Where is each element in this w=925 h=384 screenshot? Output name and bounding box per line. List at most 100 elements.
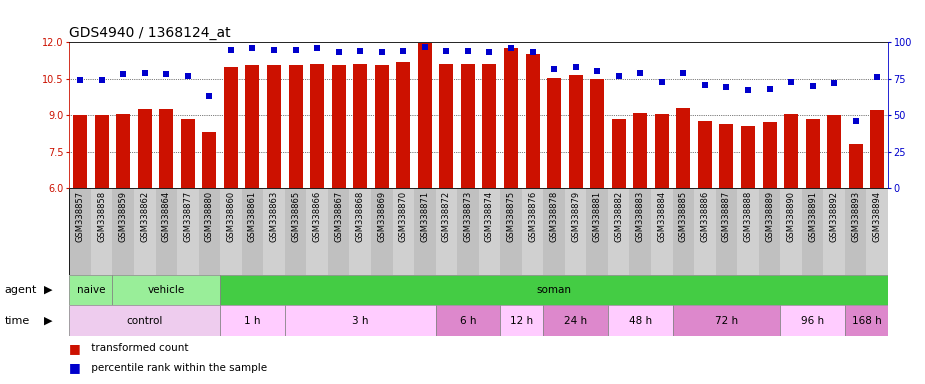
Bar: [181, 119, 195, 188]
Text: GSM338891: GSM338891: [808, 191, 817, 242]
Bar: [762, 122, 776, 188]
Bar: [802, 188, 823, 275]
Bar: [586, 188, 608, 275]
Bar: [220, 188, 241, 275]
Bar: [504, 48, 518, 188]
Text: GSM338877: GSM338877: [183, 191, 192, 242]
Bar: [203, 132, 216, 188]
Bar: [547, 78, 561, 188]
Bar: [199, 188, 220, 275]
Bar: [461, 64, 475, 188]
Bar: [630, 188, 651, 275]
Text: 72 h: 72 h: [715, 316, 738, 326]
Bar: [155, 188, 177, 275]
Bar: [439, 64, 453, 188]
Bar: [806, 119, 820, 188]
Bar: [758, 188, 781, 275]
Bar: [697, 121, 712, 188]
Bar: [655, 114, 669, 188]
Bar: [611, 119, 625, 188]
Text: soman: soman: [536, 285, 572, 295]
Point: [289, 46, 303, 53]
Bar: [327, 188, 350, 275]
Text: 48 h: 48 h: [629, 316, 652, 326]
Bar: [375, 65, 388, 188]
Text: GSM338867: GSM338867: [334, 191, 343, 242]
Point: [202, 93, 216, 99]
Text: 6 h: 6 h: [460, 316, 476, 326]
Text: 1 h: 1 h: [244, 316, 261, 326]
Point: [482, 50, 497, 56]
Point: [116, 71, 130, 78]
Text: ▶: ▶: [44, 316, 53, 326]
Bar: [245, 65, 260, 188]
Text: GSM338865: GSM338865: [291, 191, 300, 242]
Text: GSM338892: GSM338892: [830, 191, 839, 242]
Bar: [91, 188, 113, 275]
Text: GSM338864: GSM338864: [162, 191, 171, 242]
Bar: [827, 115, 841, 188]
Point: [848, 118, 863, 124]
Bar: [224, 66, 238, 188]
Text: GSM338858: GSM338858: [97, 191, 106, 242]
Bar: [138, 109, 152, 188]
Text: vehicle: vehicle: [148, 285, 185, 295]
Point: [180, 73, 195, 79]
Text: GSM338868: GSM338868: [356, 191, 364, 242]
Point: [266, 46, 281, 53]
Bar: [522, 188, 543, 275]
Bar: [267, 65, 281, 188]
Bar: [285, 188, 306, 275]
Text: GSM338875: GSM338875: [507, 191, 515, 242]
Text: GSM338880: GSM338880: [205, 191, 214, 242]
Point: [590, 68, 605, 74]
Bar: [69, 305, 220, 336]
Bar: [543, 305, 608, 336]
Bar: [716, 188, 737, 275]
Text: GSM338860: GSM338860: [227, 191, 236, 242]
Bar: [113, 275, 220, 305]
Bar: [332, 65, 346, 188]
Point: [783, 79, 798, 85]
Bar: [134, 188, 155, 275]
Bar: [353, 64, 367, 188]
Text: ■: ■: [69, 342, 81, 355]
Bar: [500, 188, 522, 275]
Bar: [371, 188, 392, 275]
Bar: [392, 188, 414, 275]
Text: GSM338894: GSM338894: [872, 191, 882, 242]
Text: GSM338886: GSM338886: [700, 191, 709, 242]
Point: [611, 73, 626, 79]
Point: [633, 70, 648, 76]
Bar: [479, 188, 500, 275]
Point: [697, 81, 712, 88]
Text: 96 h: 96 h: [801, 316, 824, 326]
Text: 168 h: 168 h: [852, 316, 882, 326]
Bar: [845, 188, 867, 275]
Bar: [73, 115, 87, 188]
Bar: [69, 275, 113, 305]
Point: [547, 65, 561, 71]
Text: GSM338866: GSM338866: [313, 191, 322, 242]
Bar: [418, 43, 432, 188]
Text: GSM338893: GSM338893: [851, 191, 860, 242]
Bar: [781, 188, 802, 275]
Text: GSM338890: GSM338890: [786, 191, 796, 242]
Text: GSM338872: GSM338872: [442, 191, 450, 242]
Bar: [845, 305, 888, 336]
Point: [245, 45, 260, 51]
Bar: [457, 188, 479, 275]
Bar: [310, 64, 324, 188]
Bar: [113, 188, 134, 275]
Bar: [672, 305, 781, 336]
Bar: [396, 62, 411, 188]
Point: [654, 79, 669, 85]
Bar: [565, 188, 586, 275]
Bar: [525, 55, 539, 188]
Text: control: control: [127, 316, 163, 326]
Bar: [608, 305, 672, 336]
Bar: [159, 109, 173, 188]
Bar: [823, 188, 845, 275]
Point: [159, 71, 174, 78]
Point: [331, 50, 346, 56]
